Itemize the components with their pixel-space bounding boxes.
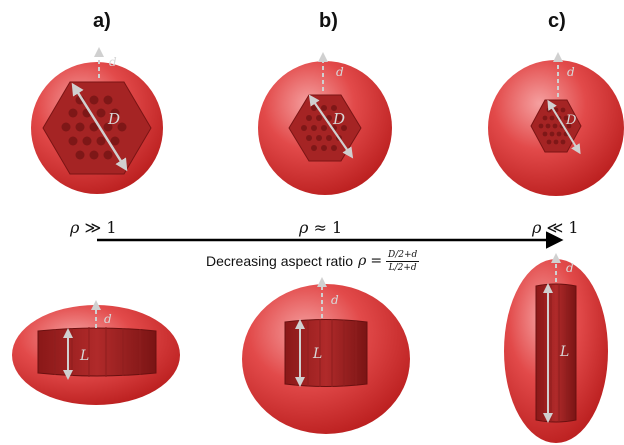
ellipsoid-side-c: L d (504, 253, 608, 443)
label-L-b: L (312, 346, 322, 362)
aspect-ratio-fraction: D/2+d L/2+d (386, 249, 420, 273)
label-D-a: D (107, 110, 120, 128)
panel-label-a: a) (93, 10, 111, 32)
label-D-c: D (565, 113, 577, 128)
label-L-c: L (559, 344, 569, 360)
caption-text: Decreasing aspect ratio (206, 253, 354, 269)
panel-label-c: c) (548, 10, 566, 32)
fraction-numerator: D/2+d (386, 249, 420, 262)
aspect-ratio-caption: Decreasing aspect ratio ρ = D/2+d L/2+d (206, 248, 420, 274)
rho-label-c: ρ ≪ 1 (532, 218, 579, 237)
rho-label-a: ρ ≫ 1 (70, 218, 117, 237)
label-d-top-b: d (336, 65, 344, 79)
panel-label-b: b) (319, 10, 338, 32)
ellipsoid-side-b: L d (242, 277, 410, 434)
label-d-top-a: d (109, 55, 117, 69)
sphere-top-a: D d (31, 47, 163, 194)
ellipsoid-side-a: L d (12, 300, 180, 405)
label-d-side-b: d (331, 293, 339, 307)
label-d-top-c: d (567, 65, 575, 79)
fraction-denominator: L/2+d (388, 262, 417, 273)
sphere-top-c: D d (488, 52, 624, 196)
rho-label-b: ρ ≈ 1 (299, 218, 343, 237)
caption-equals: = (370, 253, 383, 269)
caption-rho: ρ (358, 253, 367, 269)
label-d-side-c: d (566, 261, 574, 275)
label-d-side-a: d (104, 312, 112, 326)
label-D-b: D (332, 110, 345, 128)
label-L-a: L (79, 348, 89, 364)
sphere-top-b: D d (258, 52, 392, 195)
